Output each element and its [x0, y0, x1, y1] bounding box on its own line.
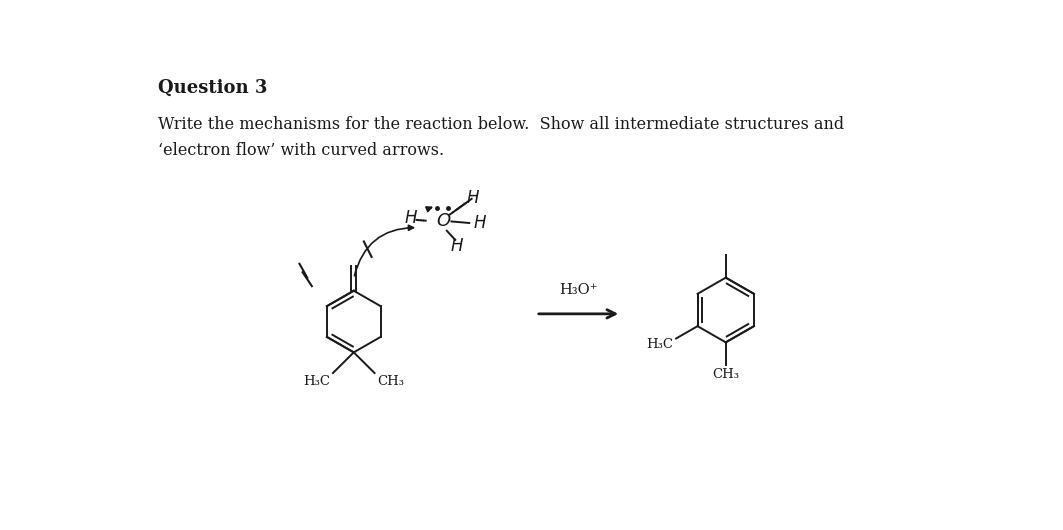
Text: ‘electron flow’ with curved arrows.: ‘electron flow’ with curved arrows. [157, 142, 443, 159]
Text: H₃O⁺: H₃O⁺ [559, 283, 597, 297]
Text: Question 3: Question 3 [157, 79, 267, 97]
Text: O: O [436, 213, 450, 231]
FancyArrowPatch shape [354, 225, 414, 276]
Text: CH₃: CH₃ [712, 368, 739, 381]
Text: Write the mechanisms for the reaction below.  Show all intermediate structures a: Write the mechanisms for the reaction be… [157, 116, 844, 133]
FancyArrowPatch shape [426, 207, 432, 211]
Text: H: H [404, 209, 417, 227]
Text: H: H [473, 214, 486, 232]
Text: H: H [451, 237, 463, 255]
Text: H₃C: H₃C [303, 375, 330, 387]
Text: H: H [466, 189, 478, 207]
Text: H₃C: H₃C [646, 339, 673, 351]
Text: CH₃: CH₃ [377, 375, 405, 387]
